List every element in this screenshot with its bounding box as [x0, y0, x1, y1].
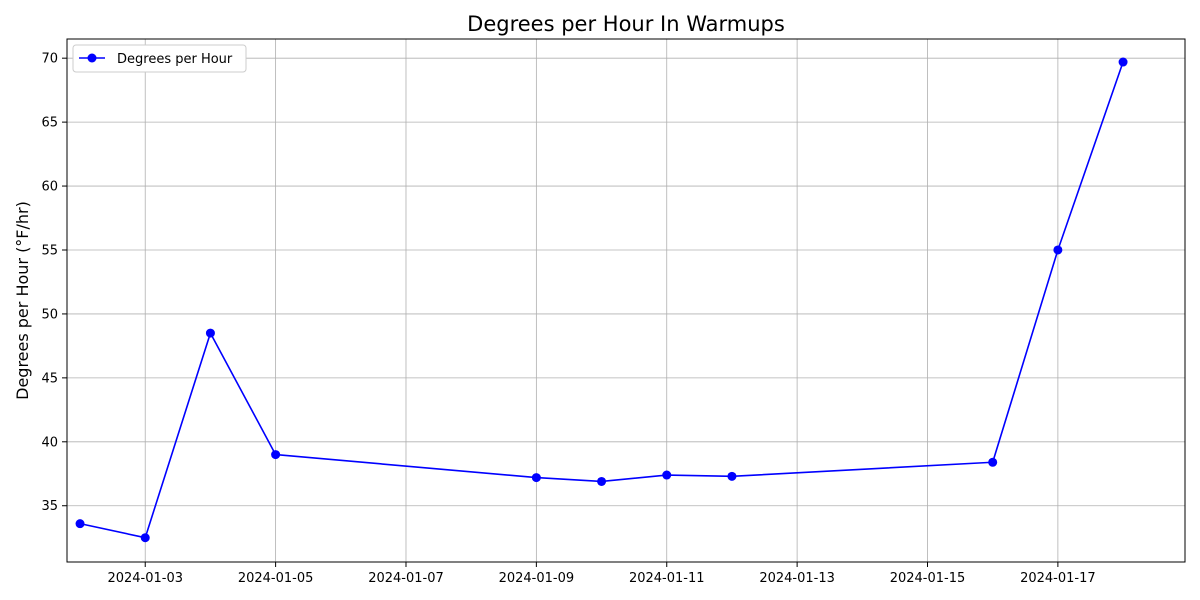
data-point	[1053, 245, 1063, 255]
x-tick-label: 2024-01-13	[759, 571, 835, 586]
y-axis-label: Degrees per Hour (°F/hr)	[13, 201, 32, 400]
x-tick-label: 2024-01-11	[629, 571, 705, 586]
data-point	[662, 470, 672, 480]
plot-frame	[66, 38, 1186, 563]
chart-title: Degrees per Hour In Warmups	[467, 12, 785, 36]
y-tick-label: 45	[41, 371, 58, 386]
y-tick-label: 60	[41, 180, 58, 195]
data-point	[597, 476, 607, 486]
y-tick-label: 65	[41, 116, 58, 131]
y-tick-label: 35	[41, 499, 58, 514]
y-tick-label: 55	[41, 243, 58, 258]
data-point	[271, 450, 281, 460]
y-tick-label: 70	[41, 52, 58, 67]
y-tick-label: 50	[41, 307, 58, 322]
legend-label: Degrees per Hour	[117, 52, 233, 67]
ticks: 2024-01-03 2024-01-05 2024-01-07 2024-01-09…	[41, 52, 1095, 586]
data-point	[75, 519, 85, 529]
legend: Degrees per Hour	[72, 44, 247, 73]
x-tick-label: 2024-01-05	[238, 571, 314, 586]
data-point	[988, 457, 998, 467]
x-tick-label: 2024-01-03	[107, 571, 183, 586]
x-tick-label: 2024-01-09	[499, 571, 575, 586]
legend-marker-swatch	[87, 53, 97, 63]
data-point	[205, 328, 215, 338]
x-tick-label: 2024-01-17	[1020, 571, 1096, 586]
data-point	[531, 473, 541, 483]
data-point	[1118, 57, 1128, 67]
x-tick-label: 2024-01-15	[890, 571, 966, 586]
y-tick-label: 40	[41, 435, 58, 450]
data-point	[140, 533, 150, 543]
data-point	[727, 471, 737, 481]
series-layer	[75, 57, 1128, 543]
legend-box	[72, 44, 247, 73]
x-tick-label: 2024-01-07	[368, 571, 444, 586]
